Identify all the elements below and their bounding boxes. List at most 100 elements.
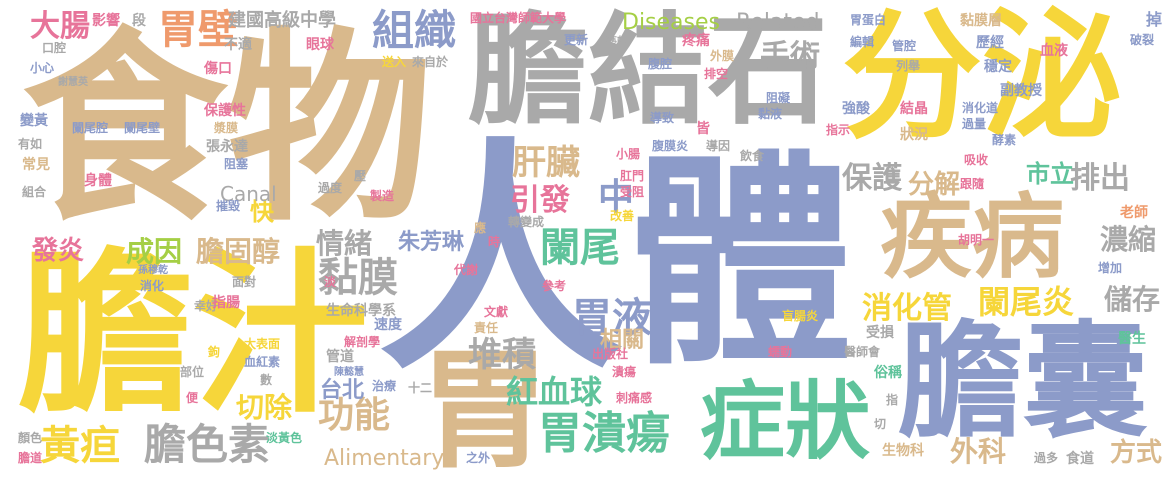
- cloud-word: 盲腸炎: [782, 309, 819, 323]
- cloud-word: 黃疸: [40, 423, 120, 469]
- cloud-word: 建國高級中學: [228, 10, 336, 31]
- cloud-word: 陳懿慧: [334, 367, 364, 378]
- cloud-word: 十二: [408, 381, 433, 395]
- cloud-word: 蠕動: [768, 345, 793, 359]
- cloud-word: 淡黃色: [266, 431, 303, 445]
- cloud-word: 胃壁: [158, 7, 238, 53]
- cloud-word: 孫穆乾: [138, 265, 168, 276]
- cloud-word: 引發: [510, 183, 570, 218]
- cloud-word: 快: [250, 198, 274, 226]
- cloud-word: 外膜: [710, 49, 735, 63]
- cloud-word: 謝慧英: [58, 77, 88, 88]
- cloud-word: Diseases: [622, 10, 720, 35]
- cloud-word: 治療: [372, 379, 397, 393]
- cloud-word: 生命科學系: [326, 303, 396, 319]
- cloud-word: Related: [736, 10, 820, 35]
- cloud-word: 來自於: [412, 55, 449, 69]
- cloud-word: 淡: [324, 275, 337, 289]
- cloud-word: 摧毀: [216, 199, 241, 213]
- cloud-word: 有如: [18, 137, 43, 151]
- cloud-word: 增加: [1098, 261, 1123, 275]
- cloud-word: 導致: [650, 111, 675, 125]
- cloud-word: 膽道: [18, 451, 43, 465]
- cloud-word: 血紅素: [244, 355, 281, 369]
- cloud-word: 過量: [962, 117, 987, 131]
- cloud-word: 排出: [1070, 161, 1130, 196]
- cloud-word: 眼球: [306, 37, 334, 53]
- cloud-word: 影響: [92, 13, 120, 29]
- cloud-word: 濃縮: [1100, 223, 1157, 256]
- cloud-word: 編輯: [850, 35, 875, 49]
- cloud-word: 闌尾腔: [72, 121, 109, 135]
- cloud-word: 症狀: [700, 373, 871, 472]
- cloud-word: 管腔: [892, 39, 917, 53]
- cloud-word: 常見: [22, 157, 50, 173]
- cloud-word: 俗稱: [874, 365, 902, 381]
- cloud-word: 漿膜: [214, 121, 239, 135]
- cloud-word: 疾病: [880, 184, 1065, 291]
- cloud-word: 結晶: [900, 101, 928, 117]
- cloud-word: 手術: [760, 39, 820, 74]
- cloud-word: 膽結石: [468, 2, 828, 141]
- cloud-word: 儲存: [1104, 283, 1161, 316]
- cloud-word: 腹膜炎: [652, 139, 689, 153]
- cloud-word: 副教授: [1000, 83, 1042, 99]
- cloud-word: 穩定: [984, 59, 1012, 75]
- cloud-word: 保護: [842, 161, 902, 196]
- cloud-word: 列舉: [896, 59, 921, 73]
- cloud-word: 相關: [600, 328, 645, 353]
- cloud-word: 速度: [374, 317, 402, 333]
- cloud-word: 小腸: [616, 147, 641, 161]
- cloud-word: 醫生: [1118, 331, 1146, 347]
- cloud-word: 壓: [354, 169, 367, 183]
- cloud-word: 時: [488, 235, 501, 249]
- cloud-word: 應: [474, 221, 487, 235]
- cloud-word: 膽固醇: [196, 235, 281, 268]
- cloud-word: 導因: [706, 139, 731, 153]
- cloud-word: 胃: [420, 334, 551, 482]
- cloud-word: 堆積: [468, 335, 536, 375]
- cloud-word: 胃液: [572, 295, 652, 341]
- cloud-word: 指: [886, 393, 899, 407]
- cloud-word: 不適: [224, 37, 252, 53]
- cloud-word: 老師: [1120, 205, 1148, 221]
- cloud-word: 疼痛: [682, 33, 710, 49]
- cloud-word: 食道: [1066, 451, 1094, 467]
- cloud-word: 製造: [370, 189, 395, 203]
- cloud-word: 膽色素: [144, 420, 271, 469]
- cloud-word: 段: [132, 13, 146, 29]
- cloud-word: 黏膜層: [960, 13, 1002, 29]
- cloud-word: 膽汁: [18, 234, 368, 437]
- cloud-word: 血液: [1040, 43, 1068, 59]
- cloud-word: 朱芳琳: [398, 230, 465, 255]
- cloud-word: 切: [874, 417, 887, 431]
- cloud-word: 國立台灣師範大學: [470, 11, 567, 25]
- cloud-word: 醫師會: [844, 345, 881, 359]
- cloud-word: 膽囊: [898, 310, 1148, 455]
- cloud-word: 體: [628, 133, 853, 395]
- cloud-word: 掉: [1146, 10, 1163, 29]
- cloud-word: 食物: [22, 11, 432, 249]
- cloud-word: 闌尾: [540, 225, 620, 271]
- cloud-word: 市立: [1026, 160, 1074, 188]
- cloud-word: 轉變成: [508, 215, 545, 229]
- cloud-word: 組合: [22, 185, 47, 199]
- cloud-word: 分解: [908, 170, 961, 200]
- cloud-word: 歷經: [976, 35, 1004, 51]
- cloud-word: 破裂: [1130, 33, 1155, 47]
- cloud-word: 更新: [564, 33, 589, 47]
- cloud-word: 闌尾壁: [124, 121, 161, 135]
- cloud-word: 面對: [232, 275, 257, 289]
- cloud-word: 飲食: [740, 149, 765, 163]
- cloud-word: 功能: [318, 395, 391, 436]
- cloud-word: 消化: [140, 279, 165, 293]
- cloud-word: 幸好: [194, 299, 219, 313]
- cloud-word: 外科: [950, 435, 1007, 468]
- cloud-word: 胡明一: [958, 233, 995, 247]
- cloud-word: 消化道: [962, 101, 999, 115]
- cloud-word: 出版社: [592, 347, 629, 361]
- cloud-word: 太表面: [244, 337, 281, 351]
- cloud-word: 鉤: [208, 345, 221, 359]
- cloud-word: 刺痛感: [616, 391, 653, 405]
